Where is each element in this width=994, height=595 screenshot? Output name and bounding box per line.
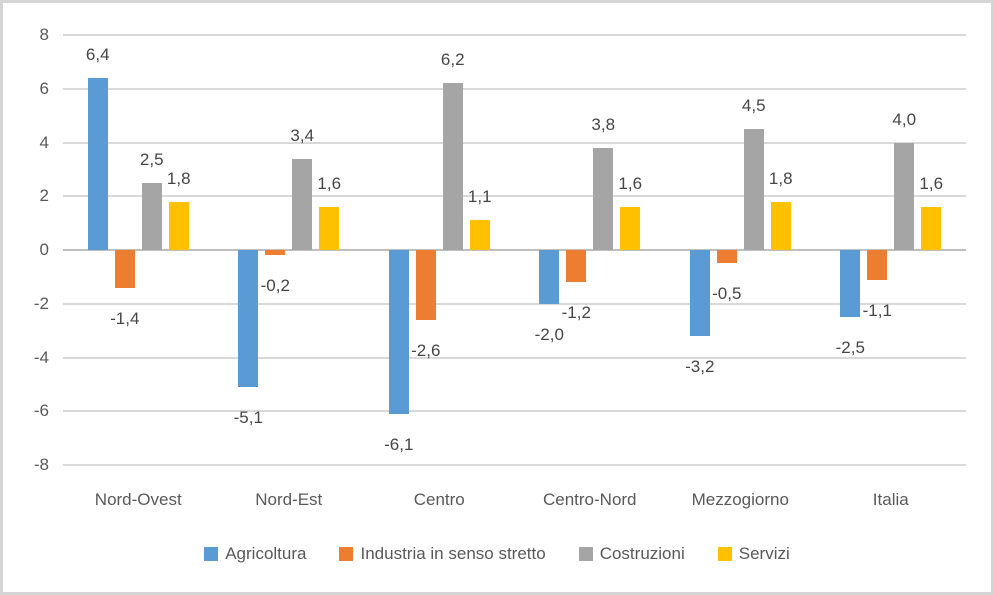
x-axis-line — [63, 249, 966, 251]
legend-item-costruzioni: Costruzioni — [578, 544, 685, 564]
legend-label: Agricoltura — [225, 544, 307, 563]
y-axis-tick-label: 0 — [39, 240, 49, 259]
bar-agricoltura-centro-nord — [539, 250, 560, 304]
category-label-nord-est: Nord-Est — [255, 490, 323, 509]
data-label-agricoltura-italia: -2,5 — [835, 338, 865, 358]
bar-industria-in-senso-stretto-mezzogiorno — [716, 250, 737, 264]
data-label-servizi-nord-ovest: 1,8 — [166, 168, 191, 188]
bar-servizi-nord-est — [319, 207, 340, 250]
gridline — [63, 34, 966, 36]
y-axis-tick-label: 4 — [39, 132, 49, 152]
category-label-italia: Italia — [872, 490, 909, 509]
data-label-servizi-mezzogiorno: 1,8 — [768, 168, 793, 188]
data-label-agricoltura-centro: -6,1 — [384, 434, 414, 454]
bar-agricoltura-nord-est — [238, 250, 259, 388]
gridline — [63, 195, 966, 198]
data-label-industria-in-senso-stretto-italia: -1,1 — [862, 300, 892, 320]
bar-agricoltura-nord-ovest — [87, 78, 108, 250]
data-label-industria-in-senso-stretto-centro: -2,6 — [411, 340, 441, 360]
bar-costruzioni-italia — [894, 142, 915, 250]
data-label-agricoltura-centro-nord: -2,0 — [534, 324, 564, 344]
y-axis-tick-label: 2 — [39, 186, 49, 206]
data-label-servizi-centro-nord: 1,6 — [618, 174, 643, 193]
category-label-nord-ovest: Nord-Ovest — [94, 490, 182, 509]
bar-servizi-centro-nord — [620, 207, 641, 250]
data-label-costruzioni-centro: 6,2 — [440, 50, 465, 70]
bar-costruzioni-centro — [442, 83, 463, 250]
data-label-agricoltura-nord-ovest: 6,4 — [85, 45, 110, 64]
bar-servizi-centro — [469, 220, 490, 250]
gridline — [63, 410, 966, 413]
bar-industria-in-senso-stretto-italia — [867, 250, 888, 280]
bar-servizi-italia — [921, 207, 942, 250]
bar-industria-in-senso-stretto-centro — [415, 250, 436, 320]
legend-swatch-icon — [339, 547, 354, 561]
data-label-industria-in-senso-stretto-nord-ovest: -1,4 — [110, 308, 140, 328]
legend-item-industria-in-senso-stretto: Industria in senso stretto — [339, 544, 546, 564]
y-axis-tick-label: -8 — [33, 455, 49, 474]
data-label-agricoltura-mezzogiorno: -3,2 — [685, 357, 715, 376]
data-label-servizi-nord-est: 1,6 — [317, 174, 342, 193]
bar-servizi-mezzogiorno — [770, 201, 791, 250]
y-axis-tick-label: -2 — [33, 293, 49, 313]
bar-industria-in-senso-stretto-nord-ovest — [114, 250, 135, 288]
data-label-costruzioni-nord-ovest: 2,5 — [139, 149, 164, 169]
legend-swatch-icon — [204, 547, 219, 561]
gridline — [63, 141, 966, 144]
y-axis-tick-label: -6 — [33, 401, 49, 421]
data-label-industria-in-senso-stretto-nord-est: -0,2 — [260, 276, 290, 296]
bar-costruzioni-centro-nord — [593, 147, 614, 250]
data-label-costruzioni-centro-nord: 3,8 — [591, 114, 616, 134]
y-axis-tick-label: 8 — [39, 25, 49, 44]
legend: Agricoltura Industria in senso stretto Cos… — [3, 544, 991, 564]
data-label-costruzioni-mezzogiorno: 4,5 — [741, 96, 766, 116]
category-label-centro-nord: Centro-Nord — [542, 490, 637, 509]
data-label-industria-in-senso-stretto-centro-nord: -1,2 — [561, 303, 591, 323]
legend-item-servizi: Servizi — [717, 544, 790, 564]
bar-costruzioni-nord-ovest — [141, 182, 162, 250]
data-label-costruzioni-italia: 4,0 — [892, 109, 917, 129]
data-label-industria-in-senso-stretto-mezzogiorno: -0,5 — [712, 284, 742, 304]
bar-servizi-nord-ovest — [168, 201, 189, 250]
bar-costruzioni-mezzogiorno — [743, 129, 764, 250]
gridline — [63, 464, 966, 466]
legend-label: Industria in senso stretto — [360, 544, 546, 563]
bar-industria-in-senso-stretto-centro-nord — [566, 250, 587, 283]
gridline — [63, 356, 966, 359]
bar-agricoltura-centro — [388, 250, 409, 414]
data-label-agricoltura-nord-est: -5,1 — [233, 408, 263, 428]
gridline — [63, 302, 966, 305]
data-label-servizi-italia: 1,6 — [919, 174, 944, 193]
legend-label: Servizi — [738, 544, 790, 563]
bar-agricoltura-italia — [840, 250, 861, 318]
y-axis-tick-label: 6 — [39, 78, 49, 98]
bar-costruzioni-nord-est — [292, 158, 313, 250]
data-label-servizi-centro: 1,1 — [467, 187, 492, 207]
legend-item-agricoltura: Agricoltura — [204, 544, 306, 564]
gridline — [63, 87, 966, 90]
legend-swatch-icon — [717, 547, 732, 561]
category-label-mezzogiorno: Mezzogiorno — [691, 490, 789, 509]
y-axis-tick-label: -4 — [33, 347, 49, 367]
legend-swatch-icon — [578, 547, 593, 561]
plot-area: 8 6 4 2 0 -2 -4 -6 -8 6,4 -1,4 2,5 1,8 Nord-Ovest -5,1… — [3, 3, 991, 592]
category-label-centro: Centro — [413, 490, 465, 509]
legend-label: Costruzioni — [599, 544, 685, 563]
bar-industria-in-senso-stretto-nord-est — [265, 250, 286, 256]
data-label-costruzioni-nord-est: 3,4 — [290, 125, 315, 145]
bar-agricoltura-mezzogiorno — [689, 250, 710, 336]
